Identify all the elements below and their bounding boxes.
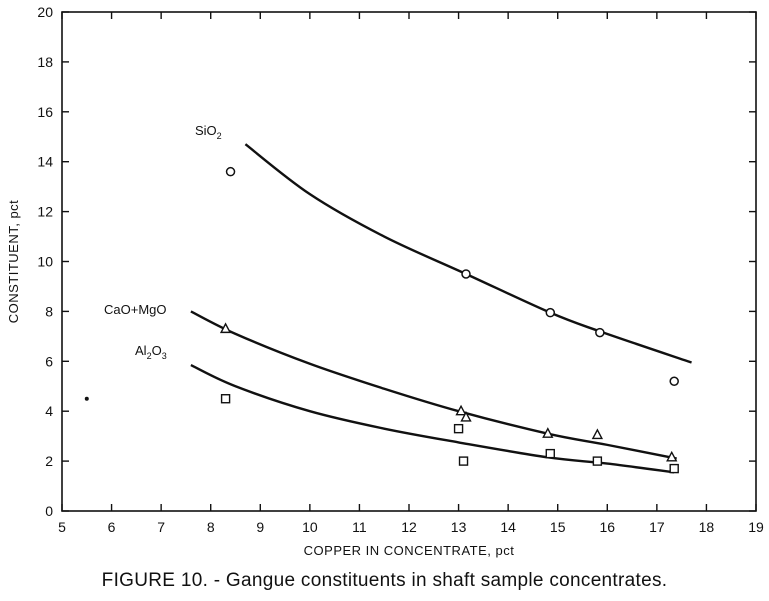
- x-tick-label: 15: [550, 519, 566, 535]
- x-tick-label: 7: [157, 519, 165, 535]
- y-tick-label: 6: [45, 353, 53, 369]
- y-axis-title: CONSTITUENT, pct: [6, 200, 21, 324]
- y-tick-label: 18: [37, 54, 53, 70]
- x-tick-label: 9: [256, 519, 264, 535]
- y-tick-label: 14: [37, 154, 53, 170]
- x-tick-label: 19: [748, 519, 764, 535]
- x-tick-label: 12: [401, 519, 417, 535]
- x-tick-label: 6: [108, 519, 116, 535]
- triangle-marker-cao-mgo: [219, 322, 232, 334]
- square-marker-al2o3: [458, 456, 469, 466]
- circle-marker-sio2: [669, 376, 679, 387]
- triangle-marker-cao-mgo: [542, 427, 554, 438]
- y-tick-label: 0: [45, 503, 53, 519]
- circle-marker-sio2: [225, 166, 236, 177]
- x-tick-label: 14: [500, 519, 516, 535]
- circle-marker-sio2: [461, 269, 471, 279]
- x-tick-label: 10: [302, 519, 318, 535]
- triangle-marker-cao-mgo: [591, 428, 604, 440]
- triangle-marker-cao-mgo: [666, 450, 678, 462]
- y-tick-label: 4: [45, 403, 53, 419]
- square-marker-al2o3: [592, 456, 603, 466]
- series-label-al2o3: Al2O3: [135, 343, 167, 361]
- plot-frame: [61, 11, 757, 512]
- figure-caption: FIGURE 10. - Gangue constituents in shaf…: [101, 570, 668, 591]
- x-axis-ticks: 5 6 7 8 9 10 11 12 13 14 15 16 17 18 19: [58, 12, 764, 535]
- square-marker-al2o3: [545, 448, 555, 459]
- square-marker-al2o3: [453, 423, 464, 434]
- x-tick-label: 11: [352, 519, 367, 535]
- x-tick-label: 5: [58, 519, 66, 535]
- square-marker-al2o3: [220, 394, 231, 404]
- series-label-cao-mgo: CaO+MgO: [104, 302, 167, 317]
- y-tick-label: 10: [37, 254, 53, 270]
- data-markers: [84, 166, 679, 474]
- circle-marker-sio2: [595, 327, 605, 338]
- y-tick-label: 12: [37, 204, 53, 220]
- axes: [61, 11, 757, 512]
- triangle-marker-cao-mgo: [455, 404, 467, 416]
- curve-al2o3: [190, 363, 675, 474]
- y-tick-label: 2: [45, 453, 53, 469]
- x-axis-title: COPPER IN CONCENTRATE, pct: [304, 543, 515, 558]
- y-tick-label: 8: [45, 303, 53, 319]
- triangle-marker-cao-mgo: [460, 410, 472, 422]
- x-tick-label: 17: [649, 519, 665, 535]
- fit-curves: [190, 143, 692, 474]
- square-marker-al2o3: [669, 463, 679, 474]
- y-axis-ticks: 0 2 4 6 8 10 12 14 16 18 20: [37, 4, 756, 519]
- series-labels: SiO2 CaO+MgO Al2O3: [104, 123, 222, 361]
- curve-cao-mgo: [190, 310, 677, 460]
- circle-marker-sio2: [545, 307, 556, 318]
- x-tick-label: 8: [207, 519, 215, 535]
- y-tick-label: 20: [37, 4, 53, 20]
- dot-marker: [84, 396, 89, 401]
- x-tick-label: 16: [599, 519, 615, 535]
- x-tick-label: 18: [699, 519, 715, 535]
- y-tick-label: 16: [37, 104, 53, 120]
- series-label-sio2: SiO2: [195, 123, 222, 141]
- curve-sio2: [244, 143, 692, 364]
- x-tick-label: 13: [451, 519, 467, 535]
